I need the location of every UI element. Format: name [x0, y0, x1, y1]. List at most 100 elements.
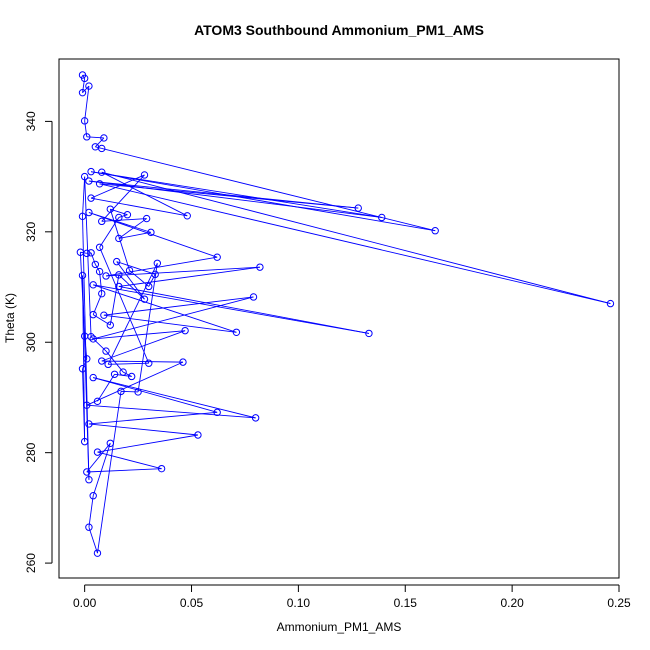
series-line-segment [148, 274, 156, 287]
series-points [76, 71, 615, 557]
series-line-segment [82, 216, 90, 480]
series-line-segment [95, 137, 105, 148]
x-axis: 0.00 0.05 0.10 0.15 0.20 0.25 [73, 584, 631, 610]
data-point [213, 408, 221, 417]
data-point [183, 212, 191, 220]
y-tick-label: 300 [24, 332, 38, 352]
data-point [365, 329, 373, 338]
series-line-segment [82, 78, 86, 93]
data-point [83, 355, 91, 363]
data-point [134, 388, 142, 396]
data-point [89, 335, 97, 343]
data-point [232, 328, 241, 337]
data-point [256, 263, 264, 271]
series-line-segment [99, 183, 611, 305]
data-point [85, 177, 93, 185]
x-tick-label: 0.10 [287, 596, 311, 610]
series-line-segment [120, 390, 139, 393]
data-point [153, 259, 162, 267]
data-point [83, 133, 91, 141]
data-point [142, 214, 151, 223]
y-tick-label: 280 [24, 442, 38, 462]
series-line-segment [103, 296, 254, 316]
data-point [78, 271, 87, 280]
data-point [110, 370, 119, 378]
data-point [100, 311, 108, 319]
data-point [83, 468, 91, 476]
x-tick-label: 0.15 [394, 596, 418, 610]
data-point [251, 414, 260, 422]
data-point [95, 243, 104, 251]
data-point [123, 211, 132, 219]
y-tick-label: 340 [24, 111, 38, 131]
data-point [157, 464, 166, 473]
data-point [76, 248, 85, 256]
series-line-segment [118, 214, 128, 218]
data-point [106, 205, 114, 213]
series-line-segment [86, 404, 256, 419]
series-line-segment [122, 371, 132, 377]
series-line-segment [93, 296, 254, 340]
data-point [117, 387, 125, 396]
data-point [85, 82, 93, 90]
data-point [89, 373, 97, 382]
series-line-segment [137, 263, 158, 392]
data-point [93, 549, 102, 557]
data-point [100, 134, 108, 142]
data-point [147, 228, 155, 237]
series-line-segment [88, 423, 198, 436]
series-line-segment [105, 350, 124, 373]
data-point [85, 420, 93, 428]
data-point [87, 333, 95, 341]
series-line-segment [116, 261, 156, 275]
series-line-segment [92, 443, 111, 496]
data-point [106, 439, 114, 447]
data-point [95, 267, 104, 276]
data-point [89, 310, 97, 319]
series-line-segment [90, 174, 145, 199]
series-line-segment [118, 286, 370, 334]
data-point [89, 281, 97, 289]
data-point [85, 523, 93, 531]
data-point [181, 326, 189, 335]
series-line-segment [90, 252, 96, 265]
series-line-segment [97, 451, 162, 470]
data-point [140, 171, 149, 179]
data-point [93, 448, 102, 456]
series-line-segment [101, 171, 188, 217]
data-point [87, 249, 95, 257]
data-point [78, 212, 87, 221]
series-line-segment [92, 293, 103, 315]
series-lines [79, 74, 611, 554]
series-line-segment [88, 495, 94, 528]
data-point [115, 213, 123, 222]
data-point [80, 172, 89, 181]
series-line-segment [118, 231, 151, 239]
data-point [606, 299, 615, 308]
series-line-segment [82, 176, 86, 217]
data-point [98, 217, 106, 226]
data-point [106, 321, 114, 329]
y-axis-label: Theta (K) [3, 293, 17, 343]
series-line-segment [88, 411, 218, 425]
series-line-segment [93, 284, 370, 334]
series-line-segment [97, 434, 199, 453]
series-line-segment [90, 171, 382, 218]
series-line-segment [97, 374, 115, 402]
data-point [83, 401, 91, 409]
data-point [78, 88, 87, 97]
series-line-segment [94, 264, 100, 272]
series-line-segment [118, 218, 147, 239]
series-line-segment [90, 197, 188, 217]
series-line-segment [105, 266, 260, 277]
data-point [194, 431, 202, 439]
x-tick-label: 0.20 [500, 596, 524, 610]
series-line-segment [99, 247, 150, 364]
y-axis: 260 280 300 320 340 [24, 111, 53, 573]
series-line-segment [103, 314, 237, 333]
series-line-segment [93, 330, 186, 340]
data-point [102, 272, 110, 280]
series-line-segment [109, 209, 130, 271]
data-point [95, 180, 104, 188]
